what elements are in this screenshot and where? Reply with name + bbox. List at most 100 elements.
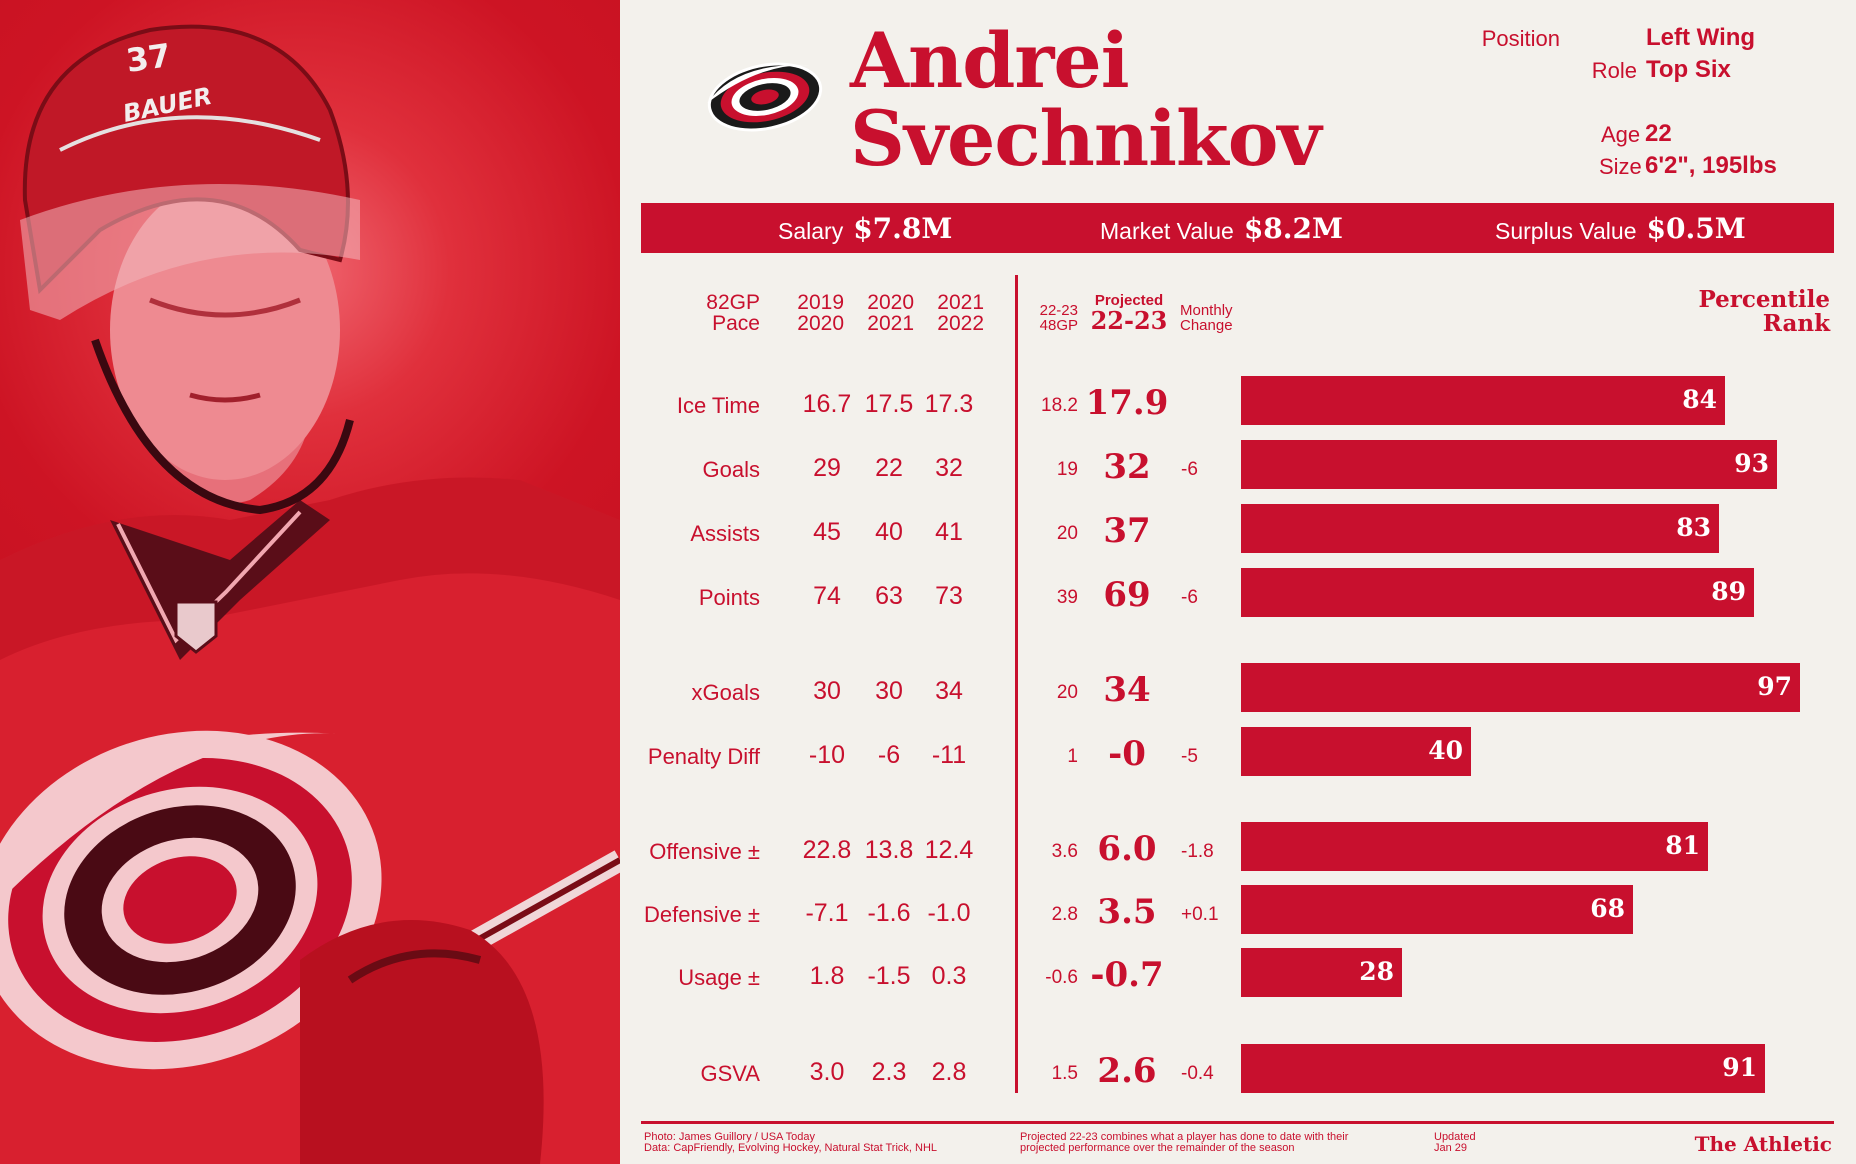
- footer-note: Projected 22-23 combines what a player h…: [1020, 1132, 1348, 1154]
- percentile-bar: [1241, 504, 1719, 553]
- player-photo: BAUER 37: [0, 0, 620, 1164]
- header-monthly-line1: Monthly: [1180, 302, 1233, 319]
- value-projected: 34: [1103, 670, 1151, 710]
- value-projected: 32: [1103, 447, 1151, 487]
- helmet-number: 37: [124, 36, 173, 80]
- row-label: Points: [698, 585, 760, 610]
- value-2019-2020: 1.8: [809, 962, 845, 990]
- percentile-bar: [1241, 376, 1725, 425]
- value-2020-2021: -1.5: [867, 962, 911, 990]
- role-value: Top Six: [1646, 56, 1731, 83]
- value-2020-2021: 22: [875, 454, 903, 482]
- value-2019-2020: 45: [813, 518, 841, 546]
- percentile-bar: [1241, 663, 1800, 712]
- value-2020-2021: 40: [875, 518, 903, 546]
- header-pace-line2: Pace: [712, 312, 760, 335]
- value-2021-2022: 34: [935, 677, 963, 705]
- surplus-value-amount: $0.5M: [1646, 211, 1746, 245]
- value-projected: 6.0: [1097, 829, 1157, 869]
- header-season-1: 2019 2020: [790, 292, 844, 334]
- percentile-bar-label: 89: [1711, 577, 1746, 606]
- row-label: GSVA: [700, 1061, 760, 1086]
- market-value-label: Market Value: [1100, 217, 1234, 244]
- percentile-bar-label: 83: [1676, 513, 1711, 542]
- value-48gp-pace: 18.2: [1041, 395, 1078, 416]
- salary-value: $7.8M: [853, 211, 953, 245]
- header-percentile: Percentile Rank: [1640, 288, 1830, 336]
- footer-note-line1: Projected 22-23 combines what a player h…: [1020, 1131, 1349, 1143]
- value-2021-2022: -1.0: [927, 899, 971, 927]
- header-percentile-line2: Rank: [1762, 310, 1830, 337]
- data-credit: Data: CapFriendly, Evolving Hockey, Natu…: [644, 1142, 938, 1154]
- value-48gp-pace: 3.6: [1051, 841, 1078, 862]
- brand-logo: The Athletic: [1694, 1132, 1832, 1156]
- header-48gp: 22-23 48GP: [1030, 303, 1078, 333]
- value-2020-2021: 13.8: [864, 836, 914, 864]
- percentile-bar-label: 40: [1428, 736, 1463, 765]
- value-48gp-pace: 1: [1067, 746, 1078, 767]
- percentile-bar: [1241, 885, 1633, 934]
- footer-rule: [641, 1121, 1834, 1124]
- value-2020-2021: 63: [875, 582, 903, 610]
- position-label: Position: [1481, 26, 1560, 51]
- header-percentile-line1: Percentile: [1698, 286, 1830, 313]
- percentile-bar-label: 93: [1734, 449, 1769, 478]
- header-season-3: 2021 2022: [930, 292, 984, 334]
- contract-bar: Salary $7.8M Market Value $8.2M Surplus …: [641, 203, 1834, 253]
- value-2020-2021: 30: [875, 677, 903, 705]
- value-2021-2022: 73: [935, 582, 963, 610]
- size-row: Size: [1599, 154, 1642, 180]
- value-48gp-pace: 19: [1056, 459, 1078, 480]
- header-monthly-line2: Change: [1180, 317, 1233, 334]
- row-label: Goals: [702, 457, 760, 482]
- percentile-bar-label: 81: [1665, 831, 1700, 860]
- header-season-1-line1: 2019: [797, 291, 844, 314]
- updated-label: Updated: [1434, 1131, 1476, 1143]
- footer-updated: Updated Jan 29: [1434, 1132, 1476, 1154]
- row-label: xGoals: [691, 680, 760, 705]
- market-value: Market Value $8.2M: [1100, 203, 1343, 253]
- value-projected: 17.9: [1085, 383, 1169, 423]
- value-2021-2022: 41: [935, 518, 963, 546]
- value-2019-2020: -7.1: [805, 899, 849, 927]
- header-season-3-line2: 2022: [937, 312, 984, 335]
- row-label: Assists: [690, 521, 760, 546]
- value-2021-2022: 0.3: [931, 962, 967, 990]
- header-projected-line1: Projected: [1094, 292, 1164, 309]
- header-pace-line1: 82GP: [706, 291, 760, 314]
- header-season-2-line1: 2020: [867, 291, 914, 314]
- size-value: 6'2", 195lbs: [1645, 152, 1777, 179]
- player-name: Andrei Svechnikov: [850, 16, 1322, 178]
- value-48gp-pace: 39: [1056, 587, 1078, 608]
- value-projected: -0.7: [1090, 955, 1164, 995]
- updated-date: Jan 29: [1434, 1142, 1468, 1154]
- value-projected: 69: [1103, 575, 1151, 615]
- footer-note-line2: projected performance over the remainder…: [1020, 1142, 1295, 1154]
- header-48gp-line1: 22-23: [1039, 302, 1078, 319]
- surplus-value-label: Surplus Value: [1495, 217, 1637, 244]
- age-label: Age: [1601, 122, 1641, 147]
- value-2019-2020: 29: [813, 454, 841, 482]
- percentile-bar-label: 97: [1757, 672, 1792, 701]
- value-48gp-pace: 20: [1056, 523, 1078, 544]
- value-2020-2021: 17.5: [864, 390, 914, 418]
- value-2021-2022: -11: [931, 741, 967, 769]
- salary: Salary $7.8M: [778, 203, 952, 253]
- value-48gp-pace: 1.5: [1051, 1063, 1078, 1084]
- value-2019-2020: 74: [813, 582, 841, 610]
- salary-label: Salary: [778, 217, 844, 244]
- player-first-name: Andrei: [850, 16, 1130, 105]
- market-value-amount: $8.2M: [1243, 211, 1344, 245]
- value-2020-2021: -6: [877, 741, 901, 769]
- value-2019-2020: 16.7: [802, 390, 852, 418]
- value-projected: 3.5: [1097, 892, 1157, 932]
- percentile-bar-label: 91: [1722, 1053, 1757, 1082]
- value-2019-2020: 30: [813, 677, 841, 705]
- percentile-bar-label: 84: [1682, 385, 1717, 414]
- value-projected: 37: [1103, 511, 1151, 551]
- header-pace: 82GP Pace: [660, 292, 760, 334]
- column-divider: [1015, 275, 1018, 1093]
- value-projected: 2.6: [1097, 1051, 1157, 1091]
- value-monthly-change: -6: [1181, 459, 1198, 480]
